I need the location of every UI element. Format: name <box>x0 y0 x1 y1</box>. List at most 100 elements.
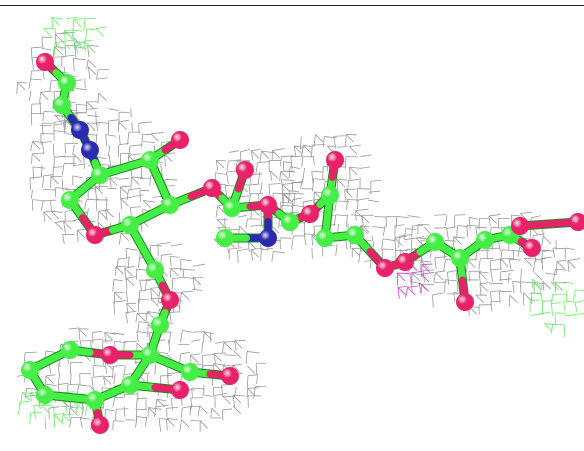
mesh-line <box>233 394 246 397</box>
mesh-line <box>51 210 63 213</box>
mesh-line <box>42 141 52 143</box>
mesh-line <box>183 276 196 280</box>
mesh-line <box>418 282 422 294</box>
mesh-line <box>435 272 444 281</box>
mesh-line <box>30 392 32 402</box>
mesh-line <box>245 218 248 229</box>
mesh-line <box>149 175 152 186</box>
mesh-line <box>43 111 56 113</box>
mesh-line <box>53 414 63 423</box>
mesh-line <box>107 187 117 190</box>
mesh-line <box>255 363 258 375</box>
mesh-line <box>273 250 285 254</box>
mesh-line <box>245 351 248 364</box>
mesh-line <box>72 144 75 156</box>
mesh-line <box>434 257 437 269</box>
mesh-line <box>466 225 469 238</box>
mesh-line <box>75 88 88 90</box>
mesh-line <box>87 122 96 131</box>
mesh-line <box>344 189 346 201</box>
mesh-line <box>17 81 28 84</box>
mesh-line <box>337 178 348 181</box>
mesh-line <box>397 272 406 282</box>
mesh-line <box>478 271 481 285</box>
atom <box>171 131 189 149</box>
mesh-line <box>143 199 156 203</box>
mesh-line <box>131 122 133 132</box>
mesh-line <box>344 189 353 198</box>
mesh-line <box>433 272 436 283</box>
atom <box>171 381 189 399</box>
mesh-line <box>491 226 502 229</box>
mesh-line <box>95 122 99 132</box>
mesh-line <box>125 248 127 258</box>
mesh-line <box>78 328 81 340</box>
mesh-line <box>55 187 69 189</box>
mesh-line <box>54 222 64 231</box>
mesh-line <box>345 134 355 143</box>
mesh-line <box>232 394 242 404</box>
mesh-line <box>54 42 64 51</box>
mesh-line <box>75 104 78 116</box>
mesh-line <box>279 171 282 182</box>
mesh-line <box>45 374 56 377</box>
mesh-line <box>500 258 509 267</box>
mesh-line <box>224 217 226 229</box>
mesh-line <box>272 150 281 159</box>
mesh-line <box>132 194 144 198</box>
mesh-line <box>126 276 137 279</box>
mesh-line <box>322 136 325 148</box>
mesh-line <box>397 287 400 300</box>
mesh-line <box>85 28 87 41</box>
mesh-line <box>394 235 407 239</box>
mesh-line <box>475 294 484 303</box>
mesh-line <box>65 17 77 20</box>
mesh-line <box>498 278 512 281</box>
mesh-line <box>30 47 33 60</box>
mesh-line <box>180 407 183 419</box>
mesh-line <box>291 235 294 249</box>
mesh-line <box>397 285 408 288</box>
mesh-line <box>128 153 141 156</box>
mesh-line <box>169 256 172 267</box>
mesh-line <box>180 351 190 355</box>
mesh-line <box>95 133 98 144</box>
mesh-line <box>215 341 225 344</box>
mesh-line <box>364 260 374 262</box>
atom <box>121 376 139 394</box>
mesh-line <box>290 166 301 169</box>
mesh-line <box>500 270 514 273</box>
atom <box>221 367 239 385</box>
mesh-line <box>555 268 567 271</box>
mesh-line <box>32 152 45 155</box>
mesh-line <box>324 136 337 139</box>
mesh-line <box>478 218 480 230</box>
mesh-line <box>130 207 132 218</box>
mesh-line <box>179 292 182 305</box>
mesh-line <box>500 257 514 260</box>
mesh-line <box>126 303 135 312</box>
mesh-line <box>312 156 315 166</box>
mesh-line <box>137 312 146 322</box>
mesh-line <box>550 281 561 284</box>
mesh-line <box>490 268 502 271</box>
mesh-line <box>139 190 141 202</box>
mesh-line <box>166 418 168 431</box>
mesh-line <box>139 279 142 291</box>
mesh-line <box>508 259 512 270</box>
mesh-line <box>248 184 251 196</box>
mesh-line <box>574 313 584 315</box>
mesh-line <box>235 159 238 171</box>
mesh-line <box>96 69 99 80</box>
mesh-line <box>160 374 173 377</box>
atom <box>81 141 99 159</box>
mesh-line <box>489 282 503 285</box>
mesh-line <box>421 283 435 286</box>
atom <box>121 216 139 234</box>
mesh-line <box>131 176 140 186</box>
mesh-line <box>86 59 89 70</box>
mesh-line <box>533 282 542 291</box>
mesh-line <box>84 199 87 209</box>
mesh-line <box>67 383 79 386</box>
